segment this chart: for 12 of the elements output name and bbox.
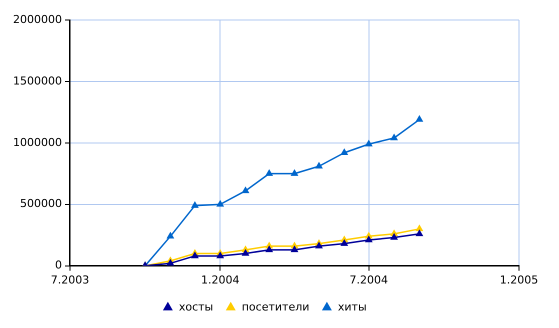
y-tick-label: 500000 [20, 197, 62, 210]
x-tick-label: 7.2003 [50, 273, 90, 286]
y-tick-label: 1000000 [12, 136, 62, 149]
x-tick-label: 7.2004 [350, 273, 388, 286]
y-tick-label: 2000000 [12, 12, 62, 26]
legend-label: посетители [242, 300, 310, 314]
y-tick-label: 0 [54, 258, 62, 272]
x-tick-label: 1.2004 [200, 273, 240, 286]
x-tick-label: 1.2005 [500, 273, 538, 286]
y-tick-label: 1500000 [12, 74, 62, 88]
legend-label: хиты [338, 300, 367, 314]
legend-label: хосты [178, 300, 214, 314]
